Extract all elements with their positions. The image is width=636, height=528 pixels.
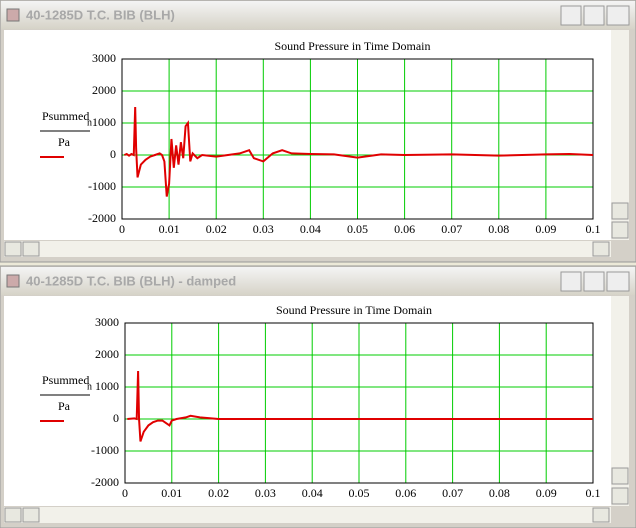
- x-tick-label: 0: [119, 222, 125, 236]
- y-label-numerator: Psummed: [42, 373, 89, 387]
- data-line: [127, 370, 593, 442]
- x-tick-label: 0.1: [586, 222, 601, 236]
- x-tick-label: 0.03: [253, 222, 274, 236]
- x-tick-label: 0.1: [586, 486, 601, 500]
- scroll-thumb[interactable]: [22, 241, 40, 257]
- x-tick-label: 0.09: [535, 222, 556, 236]
- y-label-subscript: n: [87, 381, 92, 392]
- x-tick-label: 0.02: [206, 222, 227, 236]
- scroll-thumb[interactable]: [22, 507, 40, 523]
- minimize-button[interactable]: [560, 5, 582, 26]
- maximize-button[interactable]: [583, 5, 605, 26]
- x-tick-label: 0: [122, 486, 128, 500]
- x-tick-label: 0.05: [347, 222, 368, 236]
- y-tick-label: 1000: [95, 379, 119, 393]
- x-tick-label: 0.07: [441, 222, 462, 236]
- y-tick-label: 3000: [95, 315, 119, 329]
- worksheet: [4, 30, 611, 240]
- horizontal-scrollbar[interactable]: [4, 507, 611, 523]
- vertical-scrollbar[interactable]: [611, 296, 629, 506]
- x-tick-label: 0.09: [536, 486, 557, 500]
- window-title: 40-1285D T.C. BIB (BLH) - damped: [26, 273, 236, 288]
- y-tick-label: -2000: [88, 211, 116, 225]
- chart-title: Sound Pressure in Time Domain: [274, 39, 430, 53]
- y-label-denominator: Pa: [58, 135, 71, 149]
- app-icon: [6, 274, 20, 288]
- y-tick-label: 1000: [92, 115, 116, 129]
- x-tick-label: 0.02: [208, 486, 229, 500]
- x-tick-label: 0.01: [161, 486, 182, 500]
- data-line: [123, 106, 594, 197]
- maximize-button[interactable]: [583, 271, 605, 292]
- scroll-left[interactable]: [4, 241, 22, 257]
- y-label-subscript: n: [87, 117, 92, 128]
- app-icon: [6, 8, 20, 22]
- vertical-scrollbar[interactable]: [611, 30, 629, 240]
- close-button[interactable]: [606, 5, 630, 26]
- worksheet: [4, 296, 611, 506]
- title-bar: [1, 267, 635, 295]
- x-tick-label: 0.06: [394, 222, 415, 236]
- scroll-down[interactable]: [611, 221, 629, 239]
- y-tick-label: -1000: [88, 179, 116, 193]
- x-tick-label: 0.08: [488, 222, 509, 236]
- y-tick-label: 2000: [92, 83, 116, 97]
- x-tick-label: 0.06: [395, 486, 416, 500]
- chart-title: Sound Pressure in Time Domain: [276, 303, 432, 317]
- scroll-left[interactable]: [4, 507, 22, 523]
- y-tick-label: 0: [110, 147, 116, 161]
- x-tick-label: 0.04: [300, 222, 321, 236]
- y-tick-label: -2000: [91, 475, 119, 489]
- scroll-thumb[interactable]: [611, 202, 629, 220]
- y-tick-label: -1000: [91, 443, 119, 457]
- x-tick-label: 0.07: [442, 486, 463, 500]
- horizontal-scrollbar[interactable]: [4, 241, 611, 257]
- y-label-numerator: Psummed: [42, 109, 89, 123]
- window: 40-1285D T.C. BIB (BLH): [0, 0, 636, 263]
- close-button[interactable]: [606, 271, 630, 292]
- y-tick-label: 3000: [92, 51, 116, 65]
- scroll-right[interactable]: [592, 507, 610, 523]
- scroll-right[interactable]: [592, 241, 610, 257]
- window-title: 40-1285D T.C. BIB (BLH): [26, 7, 175, 22]
- x-tick-label: 0.03: [255, 486, 276, 500]
- y-tick-label: 2000: [95, 347, 119, 361]
- scroll-down[interactable]: [611, 487, 629, 505]
- plot-frame: [124, 322, 594, 484]
- y-label-denominator: Pa: [58, 399, 71, 413]
- window: 40-1285D T.C. BIB (BLH) - damped: [0, 265, 636, 528]
- x-tick-label: 0.08: [489, 486, 510, 500]
- title-bar: [1, 1, 635, 29]
- x-tick-label: 0.05: [349, 486, 370, 500]
- scroll-thumb[interactable]: [611, 467, 629, 485]
- x-tick-label: 0.01: [159, 222, 180, 236]
- x-tick-label: 0.04: [302, 486, 323, 500]
- y-tick-label: 0: [113, 411, 119, 425]
- minimize-button[interactable]: [560, 271, 582, 292]
- plot-frame: [121, 58, 594, 220]
